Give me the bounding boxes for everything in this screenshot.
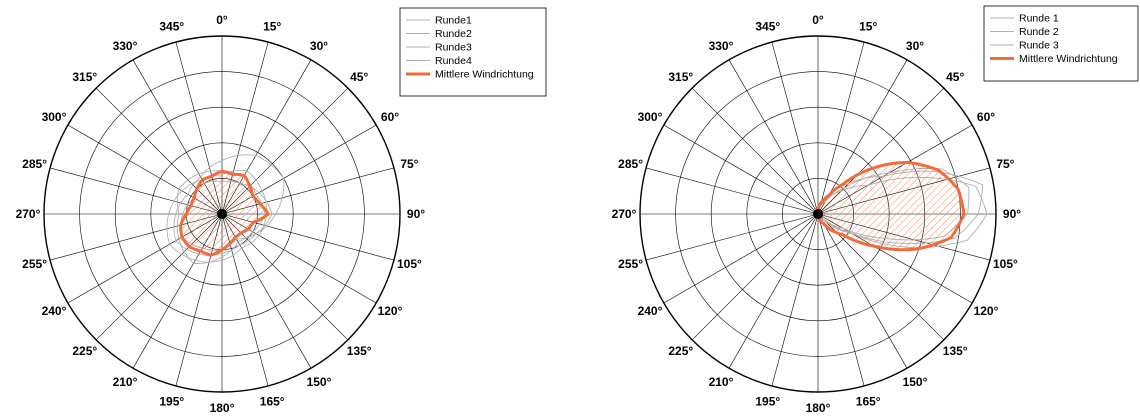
angle-tick-label: 255° [22,257,47,271]
angle-tick-label: 0° [216,13,228,27]
angle-tick-label: 15° [859,20,877,34]
angle-tick-label: 240° [42,304,67,318]
angle-tick-label: 120° [378,304,403,318]
angle-tick-label: 195° [159,394,184,408]
polar-chart-left: 0° 15° 30° 45° 60° 75° 90° 105° 120° 135° 150° 165°… [16,8,546,415]
spoke-255 [646,214,818,260]
angle-tick-label: 90° [1003,207,1021,221]
angle-tick-label: 165° [260,394,285,408]
legend-entry: Runde 1 [1019,13,1059,25]
angle-tick-label: 300° [42,110,67,124]
spoke-315 [692,88,818,214]
angle-tick-label: 300° [638,110,663,124]
angle-tick-label: 225° [668,344,693,358]
angle-tick-label: 330° [709,39,734,53]
legend-entry: Runde2 [435,28,472,40]
spoke-225 [692,214,818,340]
angle-tick-label: 60° [977,110,995,124]
legend-entry: Runde 2 [1019,26,1059,38]
legend-box [984,6,1138,81]
angle-tick-label: 135° [943,344,968,358]
legend-box [400,8,546,96]
center-marker [813,209,823,219]
angle-tick-label: 180° [806,401,831,415]
legend-entry: Runde 3 [1019,40,1059,52]
spoke-285 [646,168,818,214]
spoke-330 [729,60,818,214]
angle-tick-label: 135° [347,344,372,358]
angle-tick-label: 225° [72,344,97,358]
angle-tick-label: 195° [755,394,780,408]
legend-entry: Runde1 [435,15,472,27]
angle-tick-label: 75° [996,157,1014,171]
angle-tick-label: 45° [946,70,964,84]
legend-entry: Mittlere Windrichtung [1019,53,1118,65]
angle-tick-label: 270° [612,207,637,221]
legend-entry: Mittlere Windrichtung [435,69,534,81]
angle-tick-label: 330° [113,39,138,53]
spoke-210 [729,214,818,368]
angle-tick-label: 165° [856,394,881,408]
angle-tick-label: 75° [400,157,418,171]
center-marker [217,209,227,219]
angle-tick-label: 15° [263,20,281,34]
legend-entry: Runde3 [435,42,472,54]
angle-tick-label: 270° [16,207,41,221]
angle-tick-label: 30° [310,39,328,53]
angle-tick-label: 30° [906,39,924,53]
angle-tick-label: 150° [307,375,332,389]
angle-tick-label: 60° [381,110,399,124]
angle-tick-label: 285° [618,157,643,171]
polar-chart-right: 0° 15° 30° 45° 60° 75° 90° 105° 120° 135° 150° 165°… [612,6,1138,415]
angle-tick-label: 285° [22,157,47,171]
angle-tick-label: 315° [668,70,693,84]
angle-tick-label: 315° [72,70,97,84]
angle-tick-label: 345° [159,20,184,34]
series-fill-mean-direction [814,162,964,249]
angle-tick-label: 45° [350,70,368,84]
angle-tick-label: 240° [638,304,663,318]
angle-tick-label: 180° [210,401,235,415]
angle-tick-label: 150° [903,375,928,389]
angle-tick-label: 0° [812,13,824,27]
spoke-300 [664,125,818,214]
angle-tick-label: 105° [993,257,1018,271]
spoke-195 [772,214,818,386]
angle-tick-label: 105° [397,257,422,271]
angle-tick-label: 210° [113,375,138,389]
angle-tick-label: 255° [618,257,643,271]
angle-tick-label: 90° [407,207,425,221]
legend-entry: Runde4 [435,55,472,67]
angle-tick-label: 210° [709,375,734,389]
spoke-345 [772,42,818,214]
angle-tick-label: 120° [974,304,999,318]
angle-tick-label: 345° [755,20,780,34]
spoke-240 [664,214,818,303]
